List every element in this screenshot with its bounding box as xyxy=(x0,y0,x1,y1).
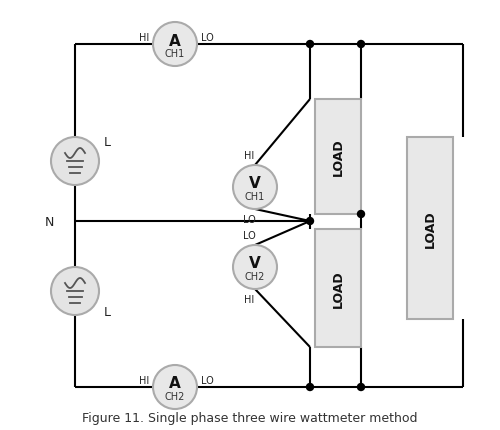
Text: HI: HI xyxy=(244,294,254,304)
Text: N: N xyxy=(44,215,54,228)
Text: A: A xyxy=(169,34,181,49)
Text: HI: HI xyxy=(139,33,149,43)
Bar xyxy=(315,230,361,347)
Text: CH1: CH1 xyxy=(245,191,265,202)
Circle shape xyxy=(306,41,314,49)
Text: HI: HI xyxy=(244,150,254,161)
Text: V: V xyxy=(249,176,261,191)
Text: LOAD: LOAD xyxy=(332,138,344,176)
Text: LO: LO xyxy=(242,215,256,224)
Text: V: V xyxy=(249,256,261,271)
Text: LO: LO xyxy=(242,230,256,240)
Text: LO: LO xyxy=(201,33,214,43)
Circle shape xyxy=(358,384,364,390)
Circle shape xyxy=(153,365,197,409)
Circle shape xyxy=(153,23,197,67)
Text: LOAD: LOAD xyxy=(424,210,436,247)
Text: CH2: CH2 xyxy=(245,271,265,281)
Circle shape xyxy=(51,138,99,186)
Circle shape xyxy=(233,166,277,209)
Circle shape xyxy=(306,218,314,225)
Text: CH1: CH1 xyxy=(165,49,185,59)
Circle shape xyxy=(358,41,364,49)
Text: L: L xyxy=(104,305,110,318)
Circle shape xyxy=(306,384,314,390)
Text: L: L xyxy=(104,135,110,148)
Text: HI: HI xyxy=(139,375,149,385)
Text: LOAD: LOAD xyxy=(332,270,344,307)
Text: A: A xyxy=(169,376,181,390)
Text: CH2: CH2 xyxy=(165,391,185,401)
Text: LO: LO xyxy=(201,375,214,385)
Circle shape xyxy=(358,211,364,218)
Bar xyxy=(315,100,361,215)
Circle shape xyxy=(233,246,277,289)
Bar xyxy=(407,138,453,319)
Text: Figure 11. Single phase three wire wattmeter method: Figure 11. Single phase three wire wattm… xyxy=(82,412,418,424)
Circle shape xyxy=(51,267,99,315)
